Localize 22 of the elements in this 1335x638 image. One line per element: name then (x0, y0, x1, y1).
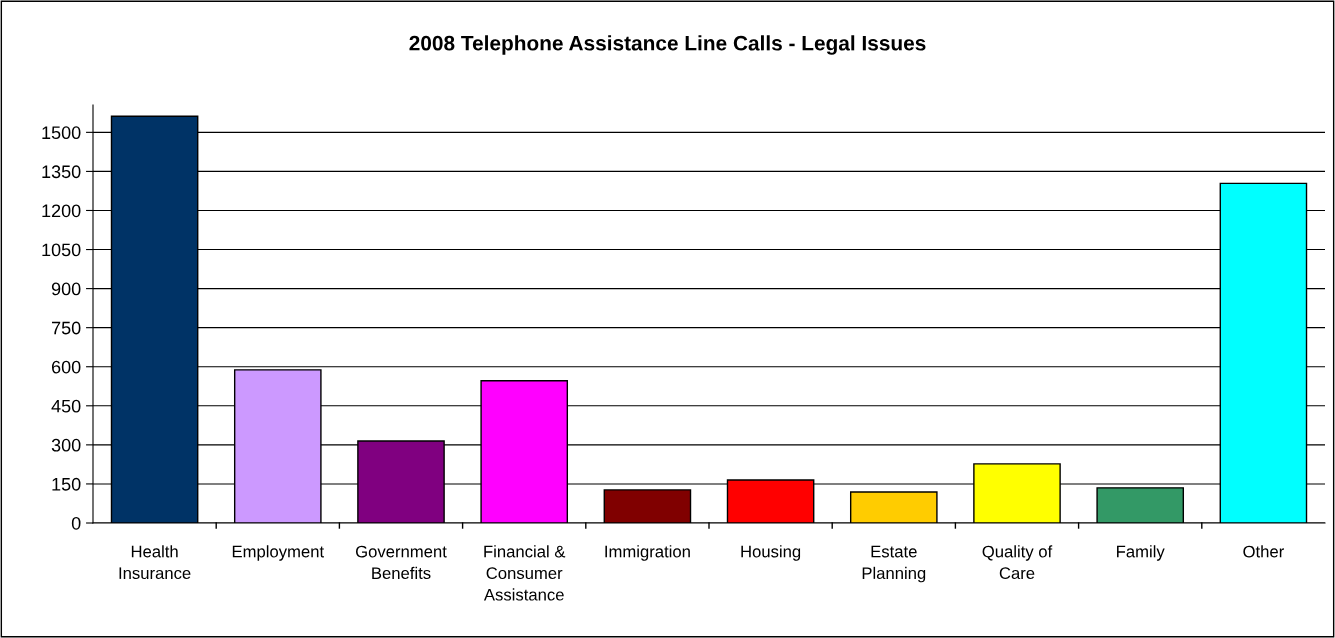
x-tick-label: Estate Planning (862, 545, 926, 583)
y-tick-label: 450 (51, 399, 81, 413)
y-tick-label: 1500 (42, 126, 81, 140)
x-tick-label: Government Benefits (355, 545, 447, 580)
y-tick-label: 300 (51, 438, 81, 452)
x-tick-label: Health Insurance (119, 545, 191, 580)
y-tick-label: 750 (52, 321, 81, 335)
x-tick-label: Financial & Consumer Assistance (483, 545, 566, 601)
x-tick-label: Other (1243, 545, 1284, 558)
y-tick-label: 1050 (42, 243, 81, 257)
y-tick-label: 150 (52, 477, 81, 491)
chart-title: 2008 Telephone Assistance Line Calls - Legal Issues (409, 35, 926, 55)
y-tick-label: 600 (51, 360, 81, 374)
y-tick-label: 1200 (42, 204, 81, 218)
x-tick-label: Quality of Care (982, 545, 1053, 580)
y-tick-label: 1350 (42, 165, 81, 179)
x-tick-label: Housing (741, 545, 801, 561)
x-tick-label: Family (1117, 545, 1165, 561)
y-tick-label: 900 (51, 282, 81, 296)
x-tick-label: Employment (232, 545, 324, 561)
x-tick-label: Immigration (605, 545, 690, 561)
y-tick-label: 0 (71, 516, 81, 530)
